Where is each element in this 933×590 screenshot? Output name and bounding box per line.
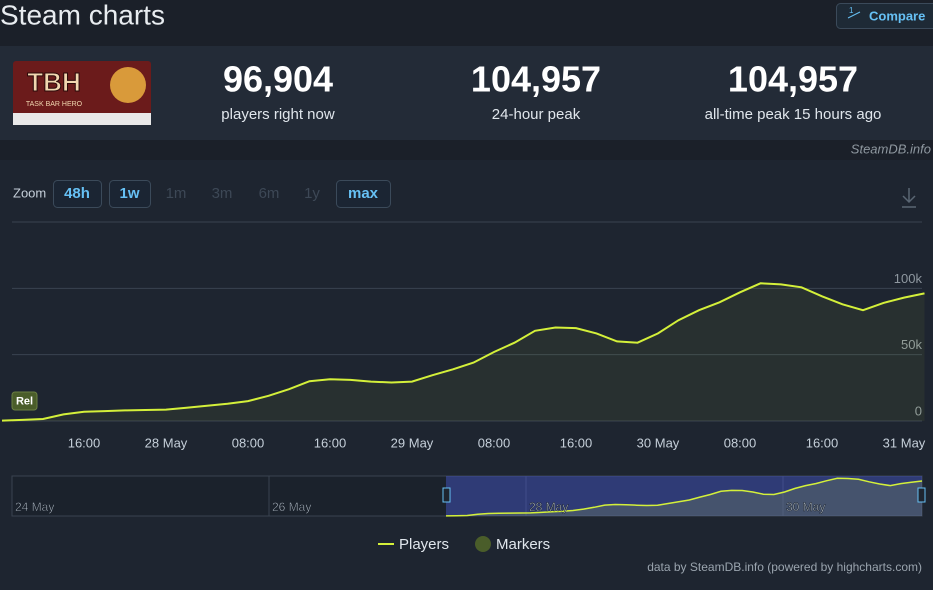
- logo-title: TBH: [27, 67, 80, 97]
- navigator-label: 30 May: [786, 500, 825, 514]
- navigator-label: 28 May: [529, 500, 568, 514]
- stat-label: all-time peak 15 hours ago: [705, 106, 882, 123]
- compare-label[interactable]: Compare: [869, 8, 925, 23]
- x-tick-label: 16:00: [806, 435, 839, 450]
- stat-label: players right now: [221, 106, 335, 123]
- line: [1, 282, 925, 422]
- navigator-handle[interactable]: [917, 487, 926, 503]
- navigator-label: 26 May: [272, 500, 311, 514]
- download-arrow[interactable]: [902, 188, 916, 208]
- stat-value: 96,904: [223, 59, 333, 100]
- credit: data by SteamDB.info (powered by highcha…: [647, 560, 922, 574]
- stat-label: 24-hour peak: [492, 106, 581, 123]
- zoom-button[interactable]: [109, 180, 151, 208]
- navigator-selection[interactable]: [446, 476, 922, 516]
- zoom-button-label: 1m: [166, 185, 187, 202]
- x-tick-label: 30 May: [637, 435, 680, 450]
- stat-value: 104,957: [471, 59, 601, 100]
- area: [2, 283, 925, 421]
- zoom-button-label[interactable]: 48h: [64, 185, 90, 202]
- x-tick-label: 08:00: [232, 435, 265, 450]
- y-tick-label: 100k: [894, 271, 923, 286]
- navigator-area: [446, 478, 922, 516]
- download-icon[interactable]: [902, 188, 916, 208]
- source: SteamDB.info: [851, 141, 931, 156]
- legend-label[interactable]: Markers: [496, 536, 550, 553]
- zoom-button[interactable]: [53, 180, 102, 208]
- navigator-label: 24 May: [15, 500, 54, 514]
- x-tick-label: 08:00: [724, 435, 757, 450]
- y-tick-label: 0: [915, 403, 922, 418]
- x-tick-label: 29 May: [391, 435, 434, 450]
- zoom-button-label[interactable]: max: [348, 185, 379, 202]
- x-tick-label: 31 May: [883, 435, 926, 450]
- zoom-button-label: 1y: [304, 185, 320, 202]
- x-tick-label: 28 May: [145, 435, 188, 450]
- page-title: Steam charts: [0, 0, 165, 30]
- marker-flag-label: Rel: [16, 395, 33, 407]
- compare-button[interactable]: [836, 3, 933, 29]
- zoom-button-label[interactable]: 1w: [119, 185, 139, 202]
- compare-icon: 1: [849, 6, 854, 15]
- zoom-label: Zoom: [13, 185, 46, 200]
- compare-icon: [847, 11, 861, 19]
- zoom-button[interactable]: [336, 180, 391, 208]
- legend-label[interactable]: Players: [399, 536, 449, 553]
- chart-panel: [0, 160, 933, 590]
- navigator-line: [445, 477, 923, 517]
- navigator-handle[interactable]: [442, 487, 451, 503]
- x-tick-label: 16:00: [68, 435, 101, 450]
- zoom-button-label: 3m: [212, 185, 233, 202]
- stats-panel: [0, 46, 933, 140]
- zoom-button-label: 6m: [259, 185, 280, 202]
- stat-value: 104,957: [728, 59, 858, 100]
- legend-swatch: [475, 536, 491, 552]
- top-bar: [0, 0, 933, 46]
- x-tick-label: 08:00: [478, 435, 511, 450]
- marker-flag: [11, 391, 38, 411]
- logo-subtitle: TASK BAR HERO: [26, 101, 83, 108]
- game-logo-hero: [110, 67, 146, 103]
- game-logo-bar: [13, 113, 151, 125]
- x-tick-label: 16:00: [560, 435, 593, 450]
- x-tick-label: 16:00: [314, 435, 347, 450]
- y-tick-label: 50k: [901, 337, 922, 352]
